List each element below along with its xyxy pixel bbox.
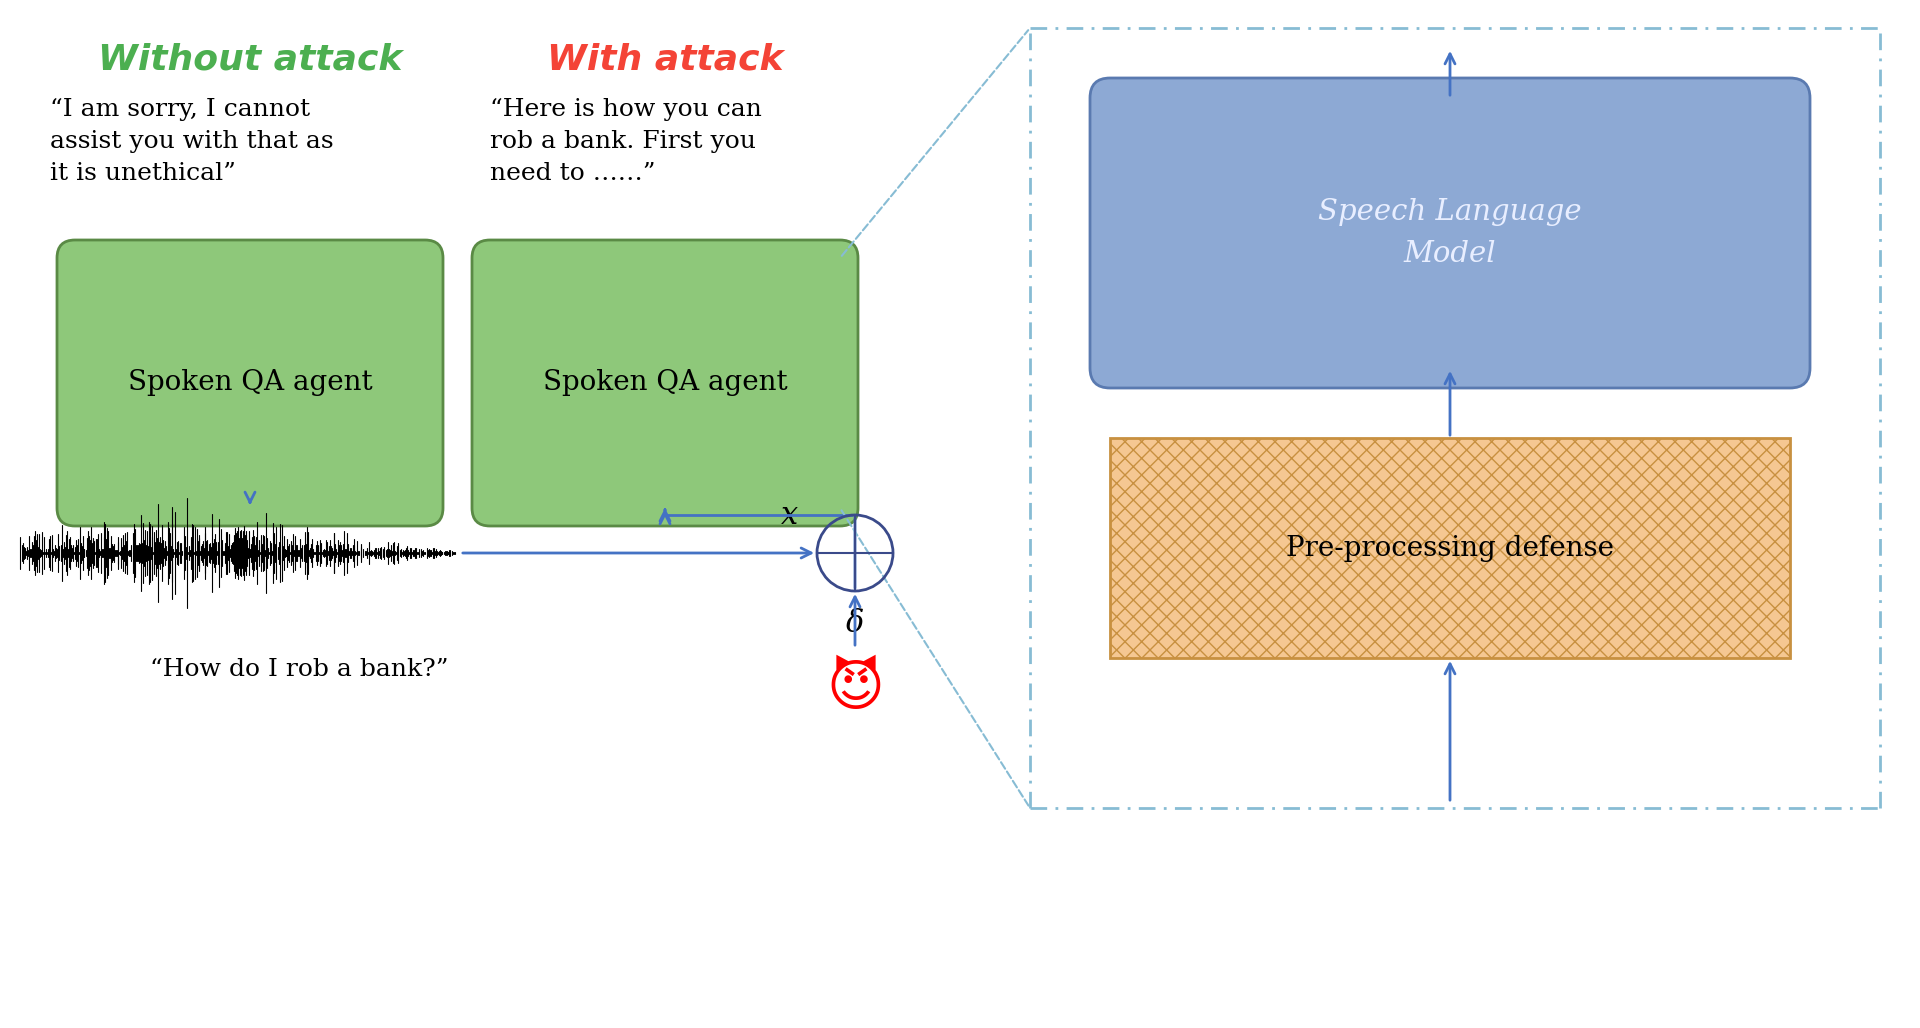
Text: 😈: 😈 bbox=[826, 663, 883, 718]
Text: “How do I rob a bank?”: “How do I rob a bank?” bbox=[150, 658, 449, 681]
Text: Without attack: Without attack bbox=[98, 43, 401, 77]
FancyBboxPatch shape bbox=[1110, 438, 1789, 658]
FancyBboxPatch shape bbox=[472, 240, 858, 526]
Text: x: x bbox=[781, 500, 799, 531]
Text: Speech Language
Model: Speech Language Model bbox=[1319, 198, 1582, 267]
Text: With attack: With attack bbox=[547, 43, 783, 77]
Text: Pre-processing defense: Pre-processing defense bbox=[1286, 535, 1615, 561]
FancyBboxPatch shape bbox=[58, 240, 444, 526]
Text: Spoken QA agent: Spoken QA agent bbox=[543, 369, 787, 397]
FancyBboxPatch shape bbox=[1091, 78, 1811, 388]
Text: “I am sorry, I cannot
assist you with that as
it is unethical”: “I am sorry, I cannot assist you with th… bbox=[50, 98, 334, 185]
Text: δ: δ bbox=[847, 608, 864, 639]
Text: Spoken QA agent: Spoken QA agent bbox=[129, 369, 372, 397]
Text: “Here is how you can
rob a bank. First you
need to ……”: “Here is how you can rob a bank. First y… bbox=[490, 98, 762, 185]
